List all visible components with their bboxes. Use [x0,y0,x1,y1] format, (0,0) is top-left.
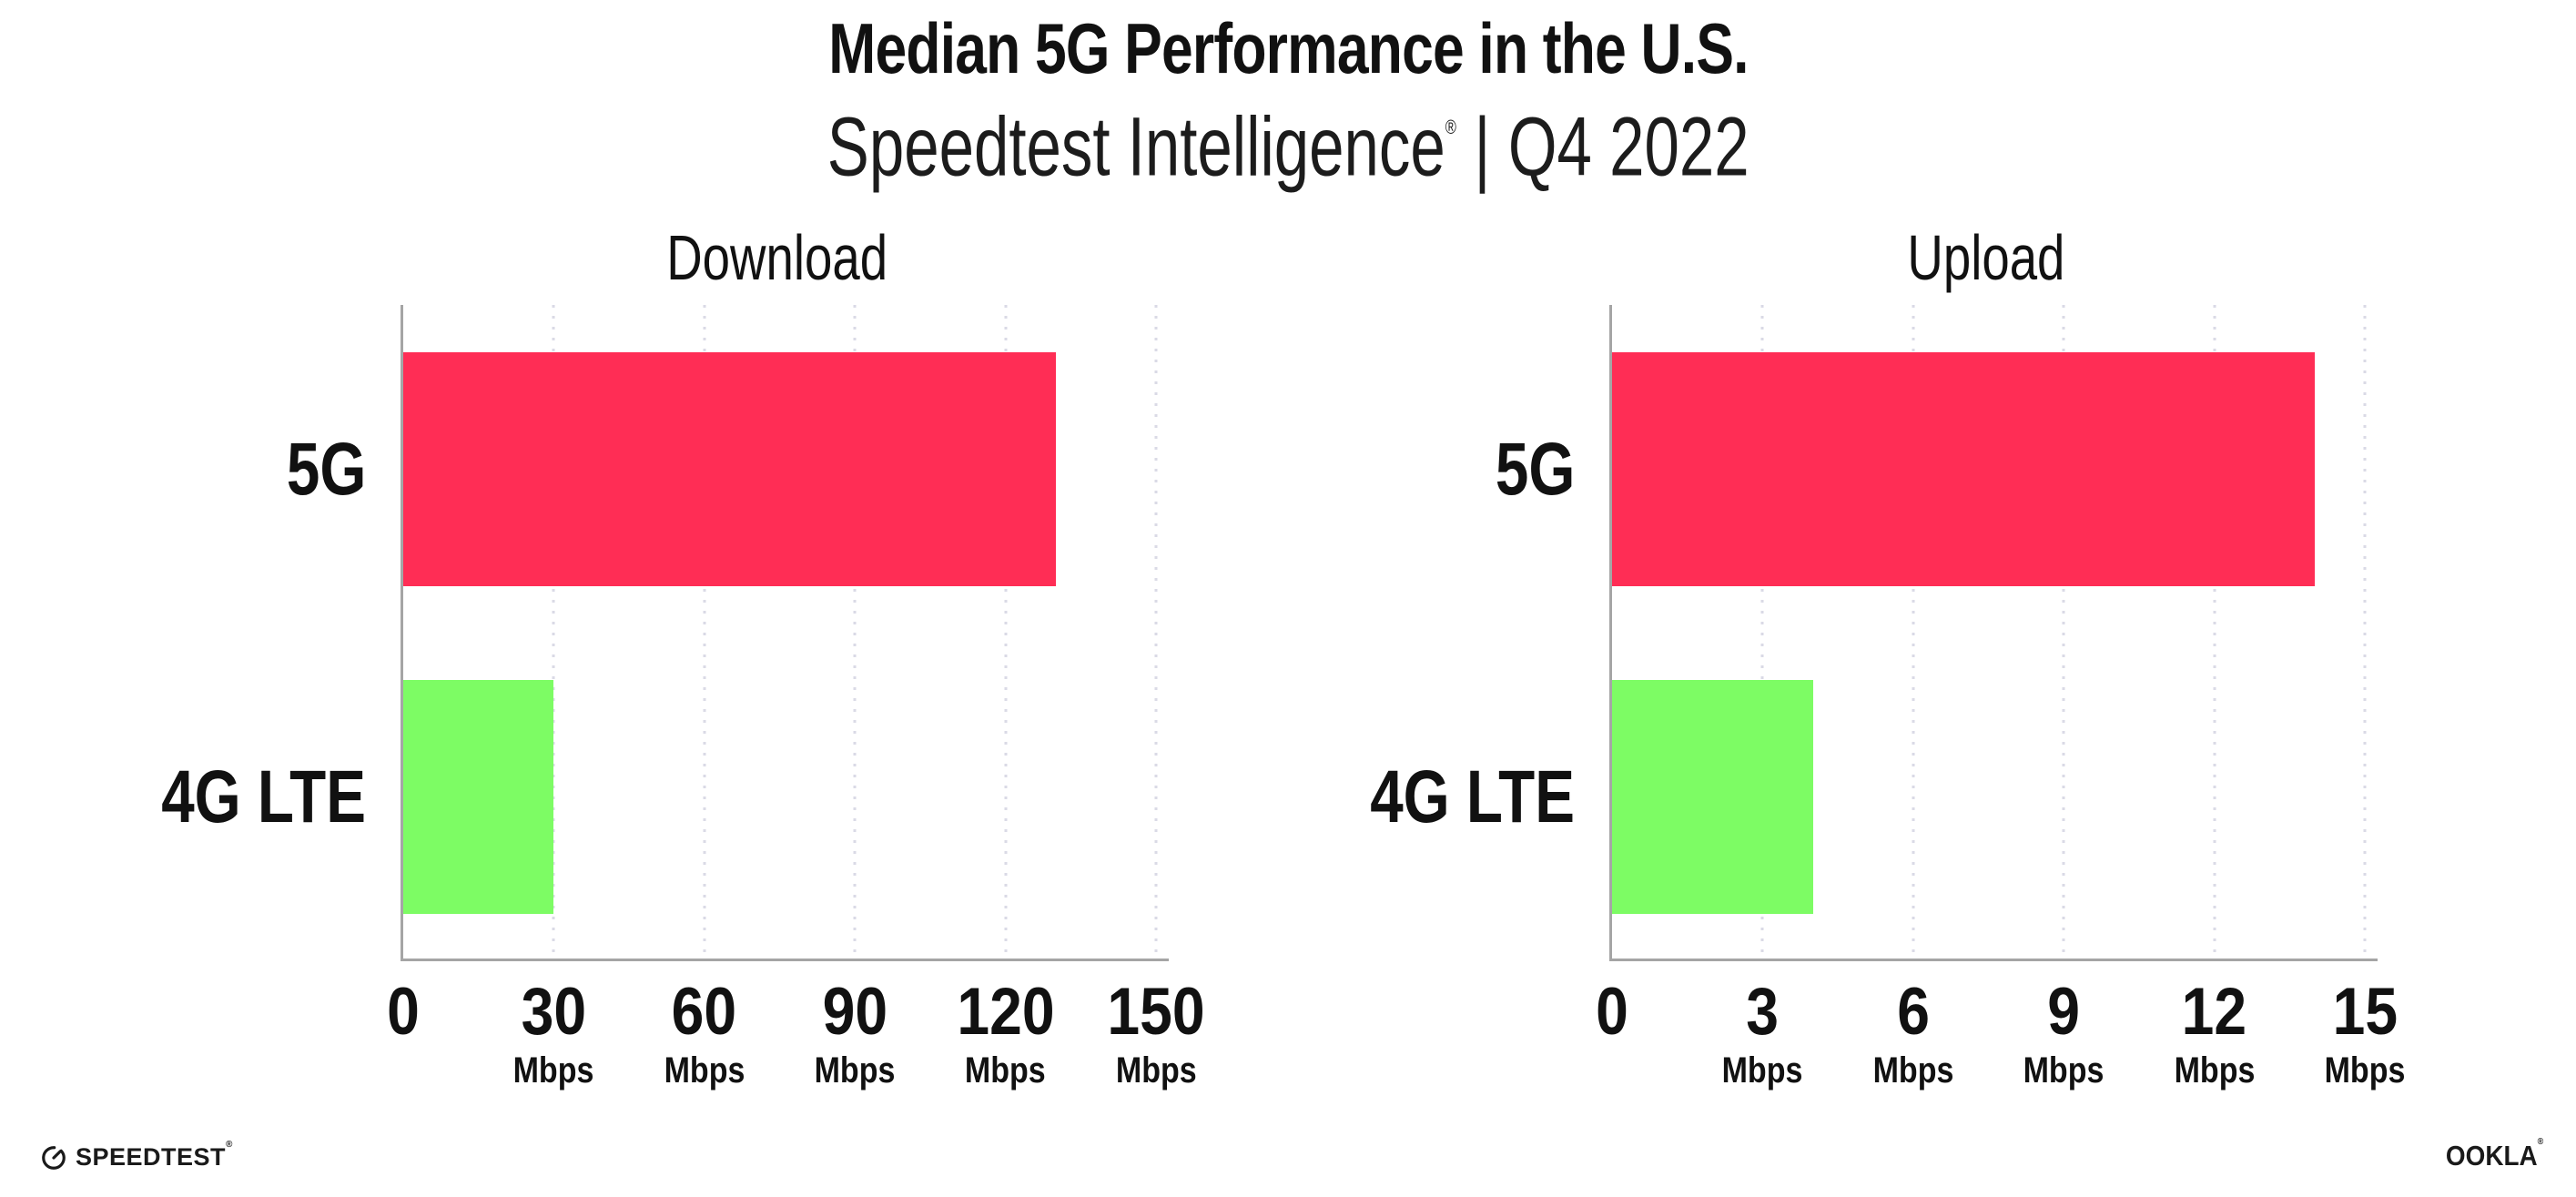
x-tick-12: 12 Mbps [2166,979,2261,1091]
ookla-wordmark: OOKLA® [2445,1136,2543,1172]
x-tick-unit: Mbps [1115,1050,1197,1090]
x-tick-value: 0 [387,975,420,1049]
x-tick-value: 30 [521,975,587,1049]
x-tick-value: 3 [1746,975,1780,1049]
category-label-4g-lte: 4G LTE [161,755,366,838]
speedtest-wordmark: SPEEDTEST® [76,1140,233,1171]
x-tick-unit: Mbps [2174,1050,2255,1090]
x-tick-3: 3 Mbps [1715,979,1810,1091]
gridline-x-90 [853,305,857,959]
chart-download-title: Download [666,222,887,293]
x-tick-0: 0 [1594,979,1631,1046]
speedtest-registered-mark: ® [226,1140,233,1150]
x-tick-unit: Mbps [1722,1050,1803,1090]
x-tick-value: 15 [2332,975,2398,1049]
x-tick-60: 60 Mbps [657,979,752,1091]
x-tick-value: 150 [1107,975,1205,1049]
chart-upload-plot-area: 5G 4G LTE 0 3 Mbps 6 Mbps 9 Mbps 12 Mbps 15 Mbps [1370,305,2405,1090]
subtitle-brand: Speedtest Intelligence [827,100,1445,194]
gridline-x-15 [2363,305,2367,959]
speedtest-logo: SPEEDTEST® [40,1140,233,1172]
x-tick-value: 120 [956,975,1055,1049]
bar-5g [1612,352,2315,586]
subtitle-period: Q4 2022 [1507,100,1749,194]
chart-download-plot-area: 5G 4G LTE 0 30 Mbps 60 Mbps 90 Mbps 120 Mbps 150 Mbp… [161,305,1205,1090]
registered-mark: ® [1445,116,1456,139]
x-tick-90: 90 Mbps [807,979,902,1091]
x-tick-9: 9 Mbps [2016,979,2111,1091]
ookla-registered-mark: ® [2537,1136,2543,1147]
x-tick-unit: Mbps [814,1050,896,1090]
x-tick-unit: Mbps [664,1050,745,1090]
gridline-x-60 [703,305,706,959]
x-tick-value: 90 [822,975,887,1049]
x-tick-unit: Mbps [2324,1050,2406,1090]
x-tick-150: 150 Mbps [1100,979,1212,1091]
gridline-x-120 [1004,305,1008,959]
bar-4g-lte [1612,680,1813,914]
x-tick-value: 12 [2181,975,2247,1049]
category-label-5g: 5G [286,427,366,511]
page-title: Median 5G Performance in the U.S. [0,11,2576,86]
bar-4g-lte [403,680,554,914]
bar-5g [403,352,1056,586]
x-tick-0: 0 [385,979,422,1046]
x-tick-value: 60 [672,975,737,1049]
subtitle-separator: | [1474,100,1491,194]
gridline-x-3 [1760,305,1764,959]
page-title-text: Median 5G Performance in the U.S. [827,8,1749,88]
page-subtitle: Speedtest Intelligence® | Q4 2022 [0,95,2576,193]
x-tick-15: 15 Mbps [2317,979,2412,1091]
ookla-logo: OOKLA® [2435,1136,2543,1172]
gridline-x-12 [2213,305,2216,959]
x-tick-120: 120 Mbps [950,979,1061,1091]
x-tick-unit: Mbps [2023,1050,2104,1090]
category-label-5g: 5G [1495,427,1575,511]
category-label-4g-lte: 4G LTE [1370,755,1575,838]
gridline-x-30 [552,305,555,959]
page-subtitle-text: Speedtest Intelligence® | Q4 2022 [827,95,1749,193]
x-tick-unit: Mbps [965,1050,1046,1090]
x-tick-value: 6 [1896,975,1930,1049]
gridline-x-6 [1912,305,1915,959]
x-tick-unit: Mbps [1872,1050,1954,1090]
x-tick-6: 6 Mbps [1866,979,1961,1091]
speedtest-gauge-icon [42,1145,66,1170]
x-tick-value: 9 [2047,975,2081,1049]
x-tick-unit: Mbps [513,1050,594,1090]
x-tick-value: 0 [1596,975,1628,1049]
chart-upload-title: Upload [1906,222,2065,293]
gridline-x-150 [1154,305,1158,959]
x-tick-30: 30 Mbps [506,979,601,1091]
gridline-x-9 [2062,305,2065,959]
